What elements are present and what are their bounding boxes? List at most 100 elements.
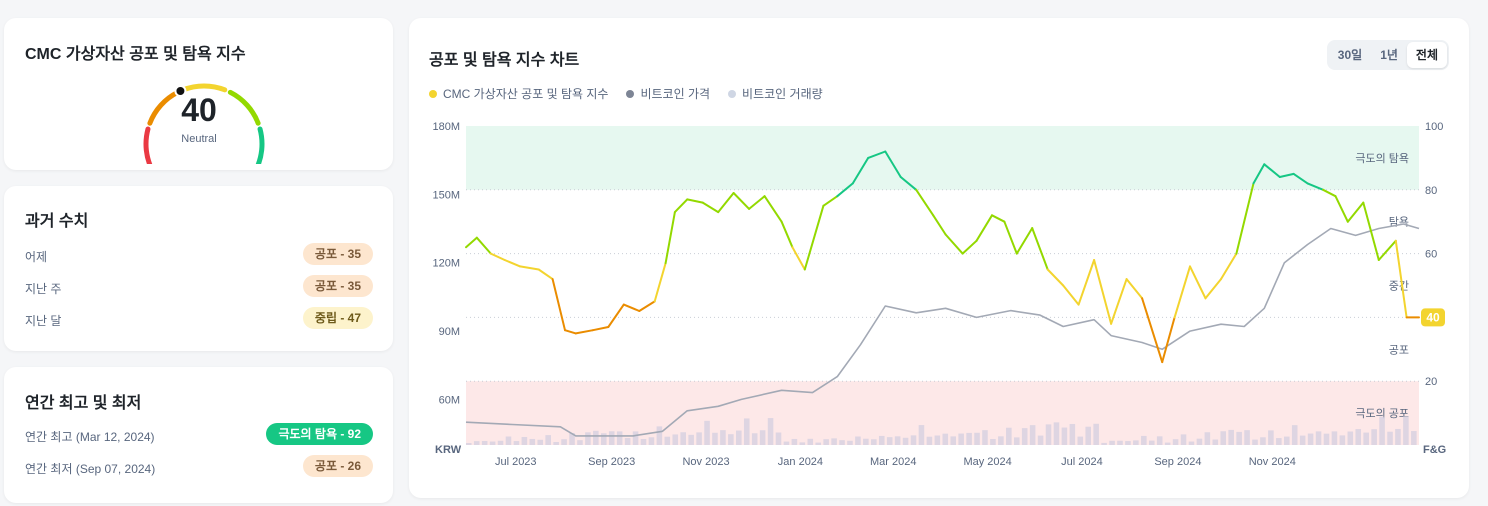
volume-bar [1101,442,1107,445]
legend-item-btc-volume[interactable]: 비트코인 거래량 [728,85,823,102]
fear-greed-line-segment [1062,284,1080,306]
fear-greed-line-segment [591,326,610,332]
volume-bar [926,436,933,445]
fear-greed-line-segment [503,259,522,268]
volume-bar [847,440,853,445]
fear-greed-line-segment [791,246,806,271]
volume-bar [1339,435,1346,445]
fear-greed-line-segment [1346,201,1365,223]
volume-bar [505,436,512,445]
volume-bar [728,434,734,445]
volume-bar [855,436,861,445]
volume-bar [1363,432,1369,445]
volume-bar [593,430,599,445]
volume-bar [1283,436,1290,445]
volume-bar [831,438,837,445]
volume-bar [950,436,957,445]
right-axis-unit: F&G [1423,444,1446,456]
fear-greed-line-segment [653,262,667,303]
volume-bar [767,418,774,445]
volume-bar [1061,427,1068,445]
volume-bar [1379,416,1385,445]
volume-bar [799,442,806,445]
volume-bar [1148,440,1155,445]
zone-band [466,126,1419,190]
fear-greed-line-segment [867,150,887,159]
volume-bar [1180,434,1187,445]
fear-greed-line-segment [899,176,918,191]
volume-bar [712,432,718,445]
fear-greed-line-segment [1173,265,1191,319]
fear-greed-line-segment [836,182,854,198]
volume-bar [585,432,591,445]
fear-greed-line-segment [1141,297,1164,364]
legend-label: 비트코인 거래량 [742,87,823,101]
fear-greed-line-segment [884,150,902,178]
fear-greed-line-segment [915,188,935,217]
volume-bar [1411,431,1417,445]
right-axis-tick: 60 [1425,249,1437,261]
volume-bar [823,439,829,445]
legend-item-btc-price[interactable]: 비트코인 가격 [626,85,710,102]
range-all-button[interactable]: 전체 [1406,42,1447,68]
volume-bar [616,431,623,445]
fear-greed-line-segment [1189,265,1207,300]
range-1y-button[interactable]: 1년 [1380,48,1398,62]
gauge-segment [180,83,228,93]
fear-greed-line-segment [673,198,689,214]
historical-row-label: 지난 달 [25,314,62,328]
zone-label-neutral: 중간 [1389,280,1409,293]
volume-bar [934,435,941,445]
volume-bar [1196,438,1203,445]
legend-item-fear-greed[interactable]: CMC 가상자산 공포 및 탐욕 지수 [429,85,608,102]
volume-bar [966,432,972,445]
volume-bar [704,420,710,445]
fear-greed-line-segment [822,195,839,207]
volume-bar [1125,441,1131,445]
volume-bar [886,437,893,445]
volume-bar [632,431,639,445]
gauge-segment [147,89,181,126]
current-value-label: 40 [1426,310,1440,324]
gauge-segment [255,126,265,164]
volume-bar [1053,422,1060,445]
volume-bar [902,437,909,445]
volume-bar [537,439,544,445]
volume-bar [1355,429,1362,445]
volume-bar [1395,428,1401,445]
x-axis-tick: Sep 2023 [588,456,635,468]
volume-bar [815,442,821,445]
volume-bar [775,432,782,445]
volume-bar [688,434,694,445]
volume-bar [1315,431,1322,445]
left-axis-tick: 150M [432,189,460,201]
yearly-badge: 극도의 탐욕 - 92 [266,423,373,445]
volume-bar [1006,427,1012,445]
x-axis-tick: Nov 2023 [682,456,729,468]
gauge-label: Neutral [181,133,217,145]
yearly-row-label: 연간 최고 (Mar 12, 2024) [25,430,155,444]
x-axis-tick: Jul 2023 [495,456,537,468]
volume-bar [640,439,647,445]
yearly-high-low-card: 연간 최고 및 최저 연간 최고 (Mar 12, 2024) 극도의 탐욕 -… [4,367,393,503]
left-axis-tick: 180M [432,121,460,133]
volume-bar [1037,435,1044,445]
fear-greed-line-segment [1306,182,1325,191]
right-axis-tick: 80 [1425,185,1437,197]
volume-bar [751,433,758,445]
fear-greed-line-segment [803,204,825,271]
volume-bar [1085,426,1092,445]
volume-bar [783,441,790,445]
volume-bar [1133,440,1139,445]
volume-bar [648,437,655,445]
left-axis-tick: 120M [432,258,460,270]
volume-bar [1141,435,1147,445]
historical-badge: 공포 - 35 [302,243,373,265]
volume-bar [1331,431,1338,445]
volume-bar [608,431,615,445]
fear-greed-line-segment [975,214,993,242]
yearly-badge: 공포 - 26 [302,455,373,477]
range-30d-button[interactable]: 30일 [1337,48,1363,62]
volume-bar [1252,439,1258,445]
